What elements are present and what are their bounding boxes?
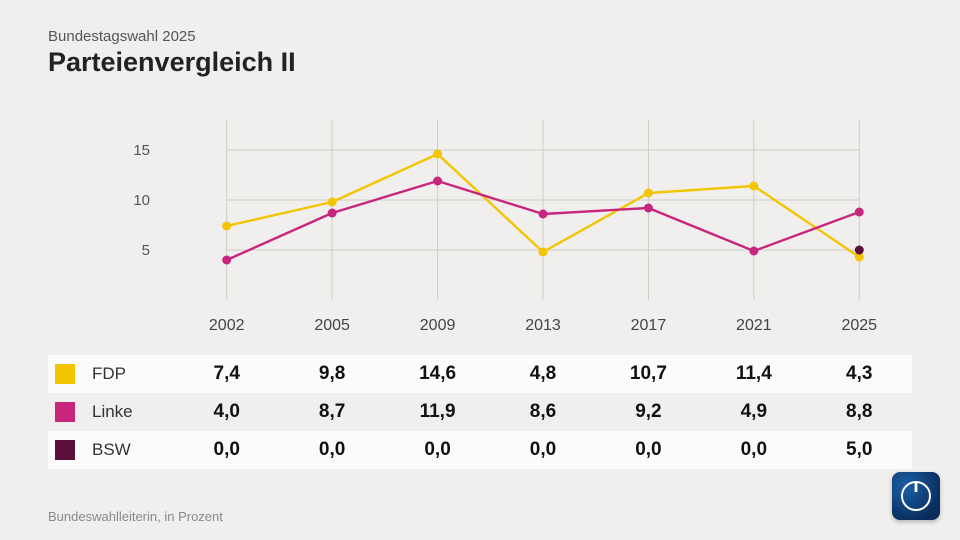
cell-value: 10,7 xyxy=(596,355,701,393)
cell-value: 14,6 xyxy=(385,355,490,393)
cell-value: 5,0 xyxy=(807,431,912,469)
table-row: Linke4,08,711,98,69,24,98,8 xyxy=(48,393,912,431)
series-marker-linke xyxy=(749,247,758,256)
cell-value: 11,4 xyxy=(701,355,806,393)
cell-value: 7,4 xyxy=(174,355,279,393)
x-tick-label: 2002 xyxy=(209,317,245,334)
cell-value: 8,6 xyxy=(490,393,595,431)
cell-value: 4,8 xyxy=(490,355,595,393)
table-row: FDP7,49,814,64,810,711,44,3 xyxy=(48,355,912,393)
cell-value: 0,0 xyxy=(279,431,384,469)
data-table: FDP7,49,814,64,810,711,44,3Linke4,08,711… xyxy=(48,355,912,469)
cell-value: 4,3 xyxy=(807,355,912,393)
cell-value: 0,0 xyxy=(385,431,490,469)
legend-swatch xyxy=(55,440,75,460)
cell-value: 11,9 xyxy=(385,393,490,431)
y-tick-label: 5 xyxy=(142,242,150,259)
cell-value: 0,0 xyxy=(596,431,701,469)
series-marker-linke xyxy=(644,204,653,213)
series-marker-fdp xyxy=(328,198,337,207)
series-marker-linke xyxy=(433,177,442,186)
cell-value: 4,9 xyxy=(701,393,806,431)
series-marker-fdp xyxy=(433,150,442,159)
legend-swatch xyxy=(55,364,75,384)
super-title: Bundestagswahl 2025 xyxy=(48,28,912,45)
cell-value: 8,7 xyxy=(279,393,384,431)
legend-swatch xyxy=(55,402,75,422)
series-marker-fdp xyxy=(539,248,548,257)
series-name: FDP xyxy=(84,355,174,393)
cell-value: 0,0 xyxy=(701,431,806,469)
cell-value: 0,0 xyxy=(490,431,595,469)
cell-value: 9,2 xyxy=(596,393,701,431)
x-tick-label: 2013 xyxy=(525,317,561,334)
broadcaster-logo-icon xyxy=(892,472,940,520)
x-tick-label: 2009 xyxy=(420,317,456,334)
series-name: BSW xyxy=(84,431,174,469)
x-tick-label: 2021 xyxy=(736,317,772,334)
series-marker-linke xyxy=(328,209,337,218)
chart-header: Bundestagswahl 2025 Parteienvergleich II xyxy=(0,0,960,78)
x-tick-label: 2025 xyxy=(841,317,877,334)
series-marker-linke xyxy=(222,256,231,265)
series-marker-fdp xyxy=(222,222,231,231)
table-row: BSW0,00,00,00,00,00,05,0 xyxy=(48,431,912,469)
x-tick-label: 2017 xyxy=(631,317,667,334)
y-tick-label: 10 xyxy=(133,192,150,209)
series-marker-fdp xyxy=(749,182,758,191)
source-footer: Bundeswahlleiterin, in Prozent xyxy=(48,509,223,524)
x-tick-label: 2005 xyxy=(314,317,350,334)
series-marker-linke xyxy=(855,208,864,217)
series-marker-bsw xyxy=(855,246,864,255)
cell-value: 4,0 xyxy=(174,393,279,431)
line-chart: 5 10 15 2002 2005 2009 2013 2017 2021 2025 xyxy=(48,120,912,350)
cell-value: 0,0 xyxy=(174,431,279,469)
series-marker-linke xyxy=(539,210,548,219)
cell-value: 9,8 xyxy=(279,355,384,393)
main-title: Parteienvergleich II xyxy=(48,47,912,78)
cell-value: 8,8 xyxy=(807,393,912,431)
series-marker-fdp xyxy=(644,189,653,198)
y-tick-label: 15 xyxy=(133,142,150,159)
series-name: Linke xyxy=(84,393,174,431)
chart-container: 5 10 15 2002 2005 2009 2013 2017 2021 2025 FDP7,4… xyxy=(48,120,912,469)
